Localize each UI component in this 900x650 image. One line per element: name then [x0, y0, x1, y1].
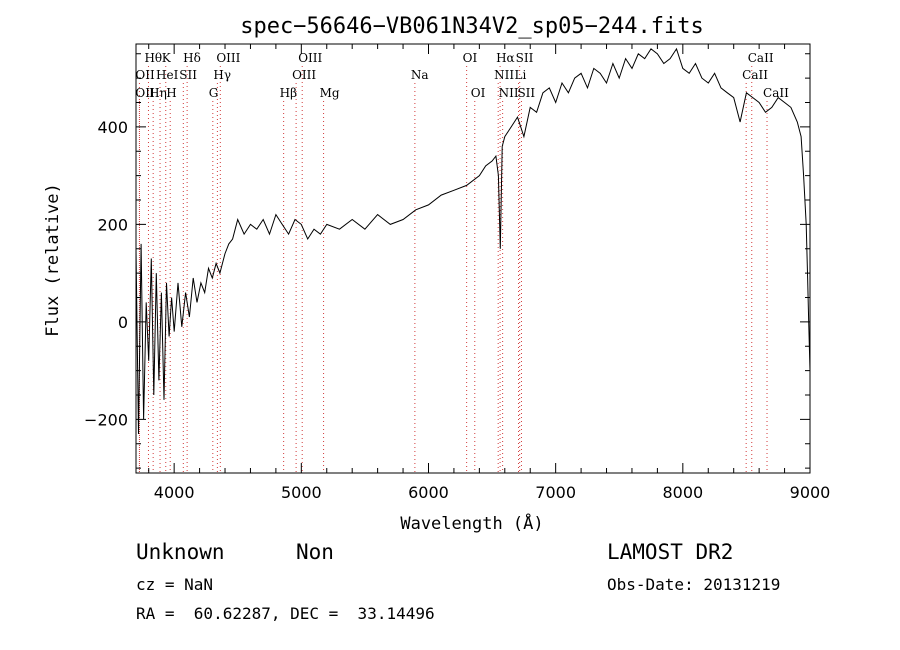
- spectral-line-label: HeI: [156, 68, 179, 82]
- spectral-line-label: CaII: [748, 51, 774, 65]
- spectral-line-label: Hα: [496, 51, 515, 65]
- spectral-line-label: Hη: [149, 86, 167, 100]
- spectral-line-label: OI: [471, 86, 486, 100]
- spectral-line-label: Hδ: [183, 51, 201, 65]
- spectral-line-label: H: [166, 86, 176, 100]
- spectral-line-label: G: [209, 86, 219, 100]
- x-tick-label: 7000: [535, 483, 576, 502]
- x-tick-label: 4000: [154, 483, 195, 502]
- x-axis-label: Wavelength (Å): [400, 512, 543, 534]
- spectral-line-label: Hγ: [213, 68, 231, 82]
- spectral-line-label: SII: [516, 51, 534, 65]
- spectral-line-label: CaII: [763, 86, 789, 100]
- x-tick-label: 5000: [281, 483, 322, 502]
- survey-name: LAMOST DR2: [607, 540, 734, 564]
- coordinates: RA = 60.62287, DEC = 33.14496: [136, 604, 435, 623]
- object-class: Unknown: [136, 540, 225, 564]
- x-tick-label: 8000: [662, 483, 703, 502]
- spectral-line-label: OII: [135, 86, 155, 100]
- spectral-line-label: OI: [463, 51, 478, 65]
- flux-series-line: [135, 47, 811, 435]
- spectral-line-label: Na: [411, 68, 429, 82]
- y-tick-label: 200: [97, 215, 128, 234]
- y-tick-label: −200: [84, 410, 128, 429]
- plot-frame: [135, 43, 811, 474]
- spectral-line-label: K: [162, 51, 172, 65]
- spectral-line-label: NII: [494, 68, 514, 82]
- spectral-line-label: Mg: [320, 86, 340, 100]
- axis-ticks: 4000 5000 6000 7000 8000 9000 −200 0 200 400: [84, 44, 830, 502]
- spectral-line-label: SII: [179, 68, 197, 82]
- spectral-line-label: OII: [135, 68, 155, 82]
- spectral-line-label: CaII: [742, 68, 768, 82]
- observation-date: Obs-Date: 20131219: [607, 575, 781, 594]
- chart-title: spec−56646−VB061N34V2_sp05−244.fits: [240, 14, 704, 39]
- redshift-cz: cz = NaN: [136, 575, 214, 594]
- y-axis-label: Flux (relative): [43, 183, 63, 337]
- spectral-line-label: SII: [517, 86, 535, 100]
- spectral-line-label: NII: [499, 86, 519, 100]
- spectral-line-label: Hθ: [144, 51, 162, 65]
- y-tick-label: 400: [97, 118, 128, 137]
- spectral-line-label: Hβ: [280, 86, 297, 100]
- x-tick-label: 9000: [790, 483, 831, 502]
- spectral-line-label: OIII: [298, 51, 322, 65]
- y-tick-label: 0: [118, 313, 128, 332]
- spectral-line-label: Li: [515, 68, 527, 82]
- spectral-line-label: OIII: [292, 68, 316, 82]
- x-tick-label: 6000: [408, 483, 449, 502]
- object-subclass: Non: [296, 540, 334, 564]
- spectral-line-label: OIII: [216, 51, 240, 65]
